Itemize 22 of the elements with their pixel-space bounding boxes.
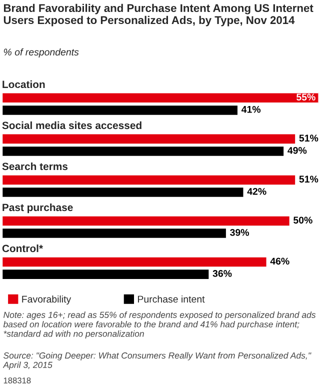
chart-title: Brand Favorability and Purchase Intent Among US Internet Users Exposed to Personalized Ads, by Type, Nov 2014 xyxy=(4,4,314,26)
data-label: 36% xyxy=(212,270,232,277)
data-label: 55% xyxy=(296,94,316,101)
y-tick-label: Past purchase xyxy=(2,203,73,214)
y-tick-label: Control* xyxy=(2,244,44,252)
y-tick-label: Search terms xyxy=(2,162,68,170)
data-label: 51% xyxy=(299,134,318,142)
chart-subtitle: % of respondents xyxy=(4,48,79,58)
data-label: 51% xyxy=(299,176,318,183)
data-label: 41% xyxy=(241,106,261,113)
data-label: 39% xyxy=(230,229,250,236)
source-note: Source: "Going Deeper: What Consumers Really Want from Personalized Ads," April 3, 2015 xyxy=(2,352,312,370)
legend-label: Purchase intent xyxy=(138,295,205,303)
y-tick-label: Location xyxy=(2,80,45,88)
text: 188318 xyxy=(4,378,31,384)
legend-label: Favorability xyxy=(22,295,72,305)
text: Note: ages 16+; read as 55% of respondents exposed to personalized brand ads based on location were favorable to the brand and 41% had purchase intent; *standard ad with no personalization xyxy=(3,312,316,339)
data-label: 50% xyxy=(293,216,312,224)
y-tick-label: Social media sites accessed xyxy=(2,121,142,130)
data-label: 49% xyxy=(288,146,307,154)
data-label: 42% xyxy=(247,188,266,195)
data-label: 46% xyxy=(270,258,290,265)
